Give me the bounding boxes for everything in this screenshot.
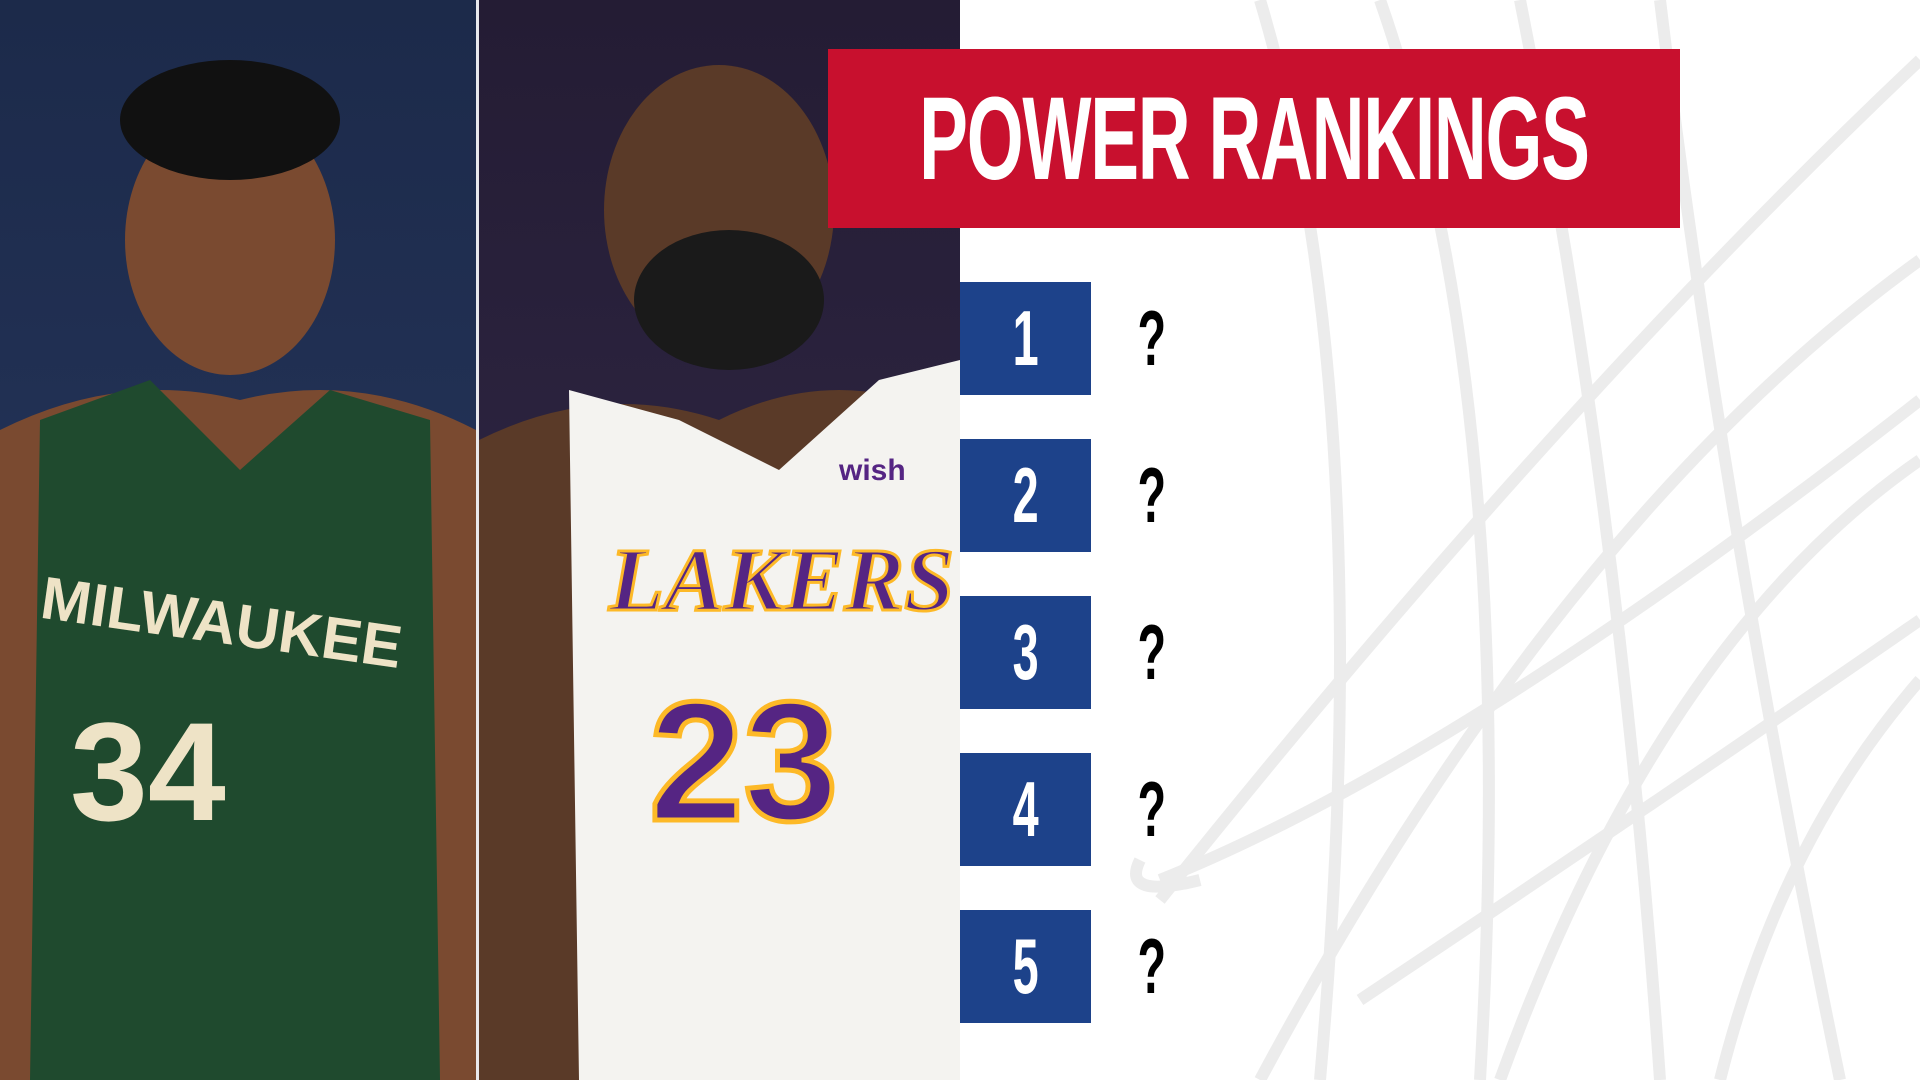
basketball-net-background <box>1130 0 1920 1080</box>
rank-entry-4: ? <box>1128 753 1168 866</box>
svg-text:LAKERS: LAKERS <box>608 531 954 630</box>
rank-badge-1: 1 <box>960 282 1091 395</box>
player-illustration: MILWAUKEE 34 <box>0 60 476 1080</box>
rank-name: ? <box>1137 765 1167 853</box>
player-illustration: LAKERS 23 wish <box>479 65 960 1080</box>
rank-number: 1 <box>1012 294 1039 382</box>
rank-name: ? <box>1137 294 1167 382</box>
rank-number: 3 <box>1012 608 1039 696</box>
rank-number: 4 <box>1012 765 1039 853</box>
rank-entry-5: ? <box>1128 910 1168 1023</box>
player-photo-lakers: LAKERS 23 wish <box>479 0 960 1080</box>
rank-number: 5 <box>1012 922 1039 1010</box>
rank-entry-3: ? <box>1128 596 1168 709</box>
rank-name: ? <box>1137 608 1167 696</box>
rank-badge-2: 2 <box>960 439 1091 552</box>
rank-badge-3: 3 <box>960 596 1091 709</box>
svg-text:wish: wish <box>838 454 906 487</box>
rank-badge-4: 4 <box>960 753 1091 866</box>
rank-name: ? <box>1137 922 1167 1010</box>
svg-text:34: 34 <box>70 693 226 850</box>
svg-text:23: 23 <box>649 667 838 857</box>
rank-number: 2 <box>1012 451 1039 539</box>
rank-name: ? <box>1137 451 1167 539</box>
photo-divider <box>476 0 479 1080</box>
rank-entry-2: ? <box>1128 439 1168 552</box>
player-photo-milwaukee: MILWAUKEE 34 <box>0 0 476 1080</box>
rank-entry-1: ? <box>1128 282 1168 395</box>
rank-badge-5: 5 <box>960 910 1091 1023</box>
page-title: POWER RANKINGS <box>919 72 1590 205</box>
title-banner: POWER RANKINGS <box>828 49 1680 228</box>
